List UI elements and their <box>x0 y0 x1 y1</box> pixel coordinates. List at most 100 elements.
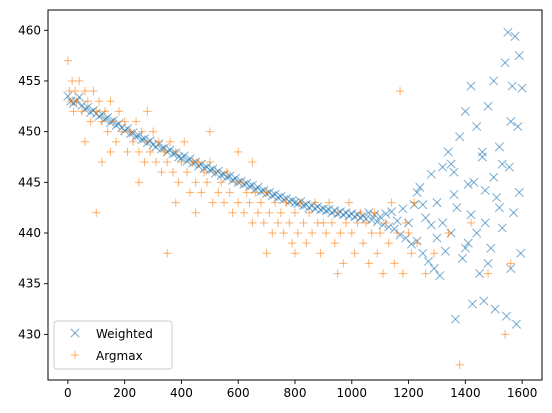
data-point-weighted <box>474 268 485 279</box>
data-point-argmax <box>168 167 178 177</box>
data-point-weighted <box>364 208 374 218</box>
data-point-weighted <box>477 152 487 162</box>
data-point-argmax <box>177 157 186 167</box>
data-point-argmax <box>160 147 169 157</box>
series-argmax <box>63 56 515 369</box>
data-point-weighted <box>460 243 470 253</box>
data-point-argmax <box>225 188 234 197</box>
data-point-weighted <box>494 203 505 213</box>
data-point-argmax <box>134 178 144 187</box>
data-point-argmax <box>444 228 453 238</box>
data-point-weighted <box>480 218 490 228</box>
data-point-weighted <box>440 246 451 256</box>
y-tick-label: 440 <box>18 226 41 240</box>
data-point-argmax <box>336 228 345 238</box>
data-point-argmax <box>236 178 246 187</box>
data-point-argmax <box>165 137 175 146</box>
data-point-argmax <box>395 86 405 96</box>
data-point-weighted <box>514 51 524 61</box>
data-point-argmax <box>268 228 277 238</box>
data-point-weighted <box>513 121 523 132</box>
data-point-argmax <box>310 198 320 207</box>
legend-label-weighted: Weighted <box>96 327 153 341</box>
data-point-argmax <box>466 218 476 228</box>
data-point-argmax <box>163 249 172 258</box>
data-point-weighted <box>514 187 524 198</box>
data-point-weighted <box>432 233 442 243</box>
data-point-argmax <box>353 218 362 228</box>
data-point-argmax <box>500 330 510 339</box>
data-point-argmax <box>339 259 348 268</box>
data-point-argmax <box>191 178 200 187</box>
data-point-weighted <box>501 311 512 321</box>
data-point-weighted <box>511 319 522 329</box>
series-weighted <box>63 27 527 329</box>
data-point-weighted <box>418 248 428 258</box>
data-point-argmax <box>410 198 419 207</box>
data-point-argmax <box>270 198 280 207</box>
data-point-weighted <box>490 304 500 314</box>
legend-marker-weighted <box>70 328 80 338</box>
data-point-weighted <box>426 220 436 230</box>
data-point-weighted <box>435 271 445 281</box>
legend: Weighted Argmax <box>53 320 173 370</box>
data-point-argmax <box>211 167 220 177</box>
data-point-argmax <box>75 76 84 86</box>
data-point-argmax <box>412 238 422 248</box>
data-point-argmax <box>307 228 317 238</box>
data-point-argmax <box>370 208 379 217</box>
data-point-weighted <box>432 198 442 208</box>
data-point-weighted <box>460 106 470 116</box>
data-point-argmax <box>393 228 402 238</box>
data-point-weighted <box>480 185 490 196</box>
data-point-argmax <box>361 218 371 228</box>
data-point-argmax <box>290 249 300 258</box>
data-point-argmax <box>367 228 376 238</box>
data-point-weighted <box>504 162 514 172</box>
data-point-argmax <box>117 127 127 136</box>
data-point-weighted <box>426 169 436 179</box>
data-point-argmax <box>134 147 144 157</box>
data-point-argmax <box>148 127 158 136</box>
x-tick-label: 1400 <box>450 386 481 400</box>
data-point-weighted <box>463 179 473 189</box>
data-point-weighted <box>517 83 527 93</box>
data-point-argmax <box>171 198 180 207</box>
data-point-weighted <box>494 142 505 152</box>
data-point-argmax <box>126 127 135 136</box>
data-point-argmax <box>299 218 308 228</box>
data-point-argmax <box>330 238 339 248</box>
data-point-argmax <box>333 208 342 217</box>
data-point-argmax <box>208 198 217 207</box>
data-point-weighted <box>375 212 385 222</box>
data-point-weighted <box>321 206 331 216</box>
data-point-weighted <box>503 27 513 37</box>
data-point-argmax <box>262 188 271 197</box>
data-point-weighted <box>77 100 87 110</box>
data-point-argmax <box>103 127 112 136</box>
x-tick-label: 1000 <box>337 386 368 400</box>
data-point-weighted <box>290 198 300 208</box>
x-tick-label: 400 <box>170 386 193 400</box>
data-point-argmax <box>109 117 118 126</box>
data-point-weighted <box>412 187 422 198</box>
x-tick-label: 800 <box>284 386 307 400</box>
data-point-weighted <box>479 296 489 306</box>
data-point-argmax <box>174 178 183 187</box>
data-point-argmax <box>120 117 129 126</box>
y-tick-label: 460 <box>18 23 41 37</box>
legend-marker-symbol <box>70 328 80 338</box>
data-point-weighted <box>406 239 416 249</box>
data-point-argmax <box>276 208 286 217</box>
data-point-argmax <box>83 97 92 106</box>
data-point-argmax <box>106 147 115 157</box>
data-point-argmax <box>373 249 382 258</box>
data-point-argmax <box>182 167 192 177</box>
legend-box <box>53 320 173 370</box>
plot-marks <box>63 27 527 369</box>
data-point-argmax <box>483 269 493 278</box>
data-point-argmax <box>146 147 155 157</box>
data-point-argmax <box>63 56 73 65</box>
data-point-argmax <box>234 198 243 207</box>
data-point-argmax <box>202 178 212 187</box>
